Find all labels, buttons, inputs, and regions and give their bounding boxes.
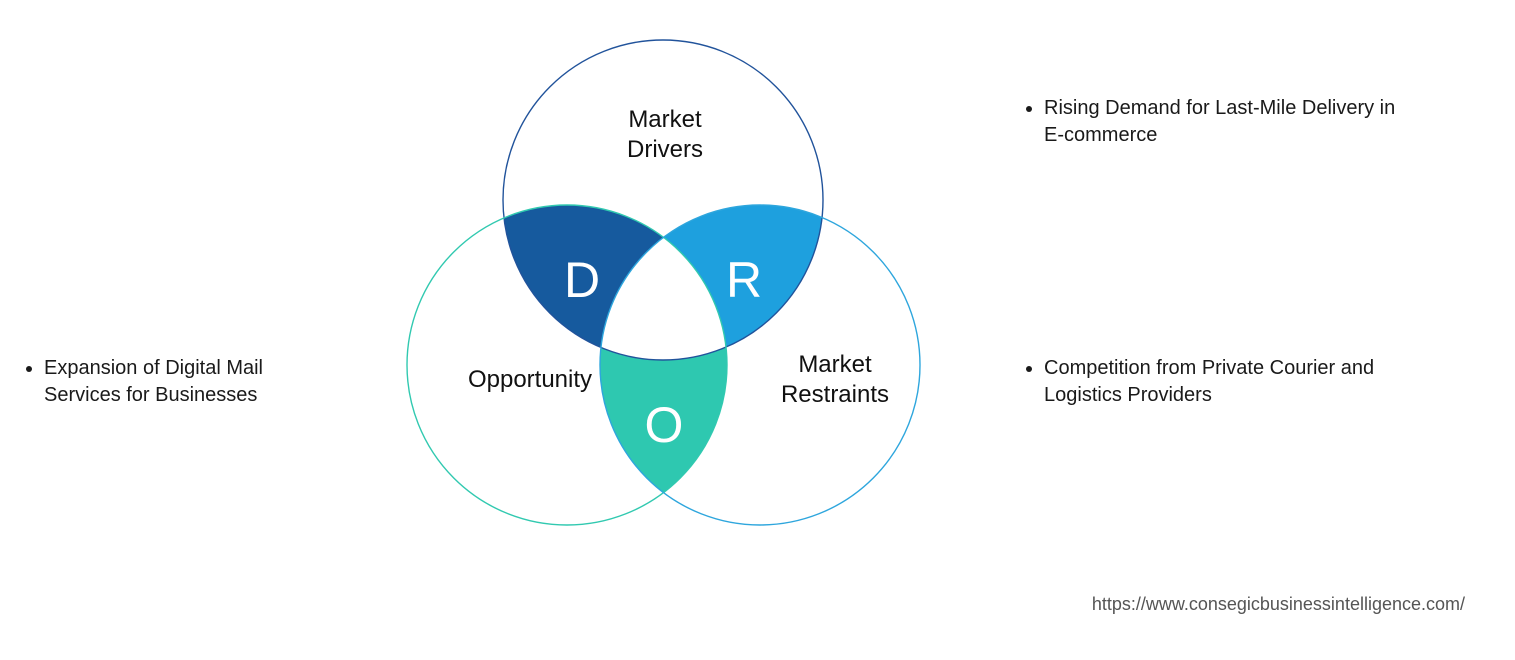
bullet-drivers-text: Rising Demand for Last-Mile Delivery in … <box>1044 95 1400 149</box>
letter-r: R <box>714 250 774 310</box>
bullet-restraints-text: Competition from Private Courier and Log… <box>1044 355 1400 409</box>
bullet-restraints: Competition from Private Courier and Log… <box>1020 355 1400 409</box>
bullet-opportunity-text: Expansion of Digital Mail Services for B… <box>44 355 320 409</box>
letter-d: D <box>552 250 612 310</box>
bullet-opportunity: Expansion of Digital Mail Services for B… <box>20 355 320 409</box>
bullet-drivers: Rising Demand for Last-Mile Delivery in … <box>1020 95 1400 149</box>
diagram-canvas: Market Drivers Opportunity Market Restra… <box>0 0 1515 660</box>
source-url: https://www.consegicbusinessintelligence… <box>1092 594 1465 615</box>
letter-o: O <box>634 395 694 455</box>
label-market-drivers: Market Drivers <box>600 105 730 165</box>
label-opportunity: Opportunity <box>430 365 630 395</box>
label-market-restraints: Market Restraints <box>745 350 925 410</box>
